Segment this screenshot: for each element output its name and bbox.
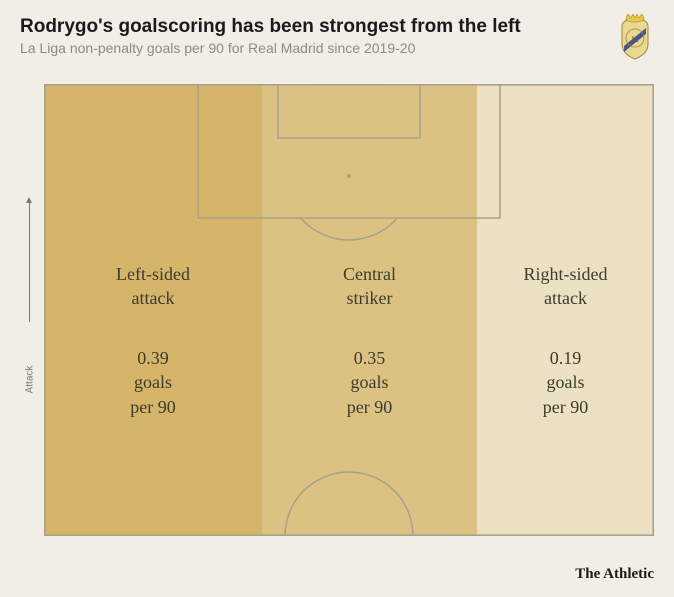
attack-arrow-icon bbox=[29, 202, 30, 322]
zone-center: Central striker 0.35 goals per 90 bbox=[262, 84, 477, 536]
zone-left: Left-sided attack 0.39 goals per 90 bbox=[44, 84, 262, 536]
brand-footer: The Athletic bbox=[575, 566, 654, 583]
svg-text:M: M bbox=[631, 35, 638, 44]
attack-axis-label: Attack bbox=[25, 366, 36, 394]
zone-stat-label: 0.35 goals per 90 bbox=[262, 346, 477, 419]
chart-subtitle: La Liga non-penalty goals per 90 for Rea… bbox=[20, 40, 654, 56]
zone-role-label: Right-sided attack bbox=[477, 262, 654, 311]
pitch-chart: Left-sided attack 0.39 goals per 90 Cent… bbox=[44, 84, 654, 536]
zone-role-label: Left-sided attack bbox=[44, 262, 262, 311]
real-madrid-crest-icon: M bbox=[616, 14, 654, 60]
zone-stat-label: 0.39 goals per 90 bbox=[44, 346, 262, 419]
zone-stat-label: 0.19 goals per 90 bbox=[477, 346, 654, 419]
zone-right: Right-sided attack 0.19 goals per 90 bbox=[477, 84, 654, 536]
attack-direction-axis: Attack bbox=[18, 84, 42, 536]
chart-title: Rodrygo's goalscoring has been strongest… bbox=[20, 16, 654, 38]
zone-role-label: Central striker bbox=[262, 262, 477, 311]
